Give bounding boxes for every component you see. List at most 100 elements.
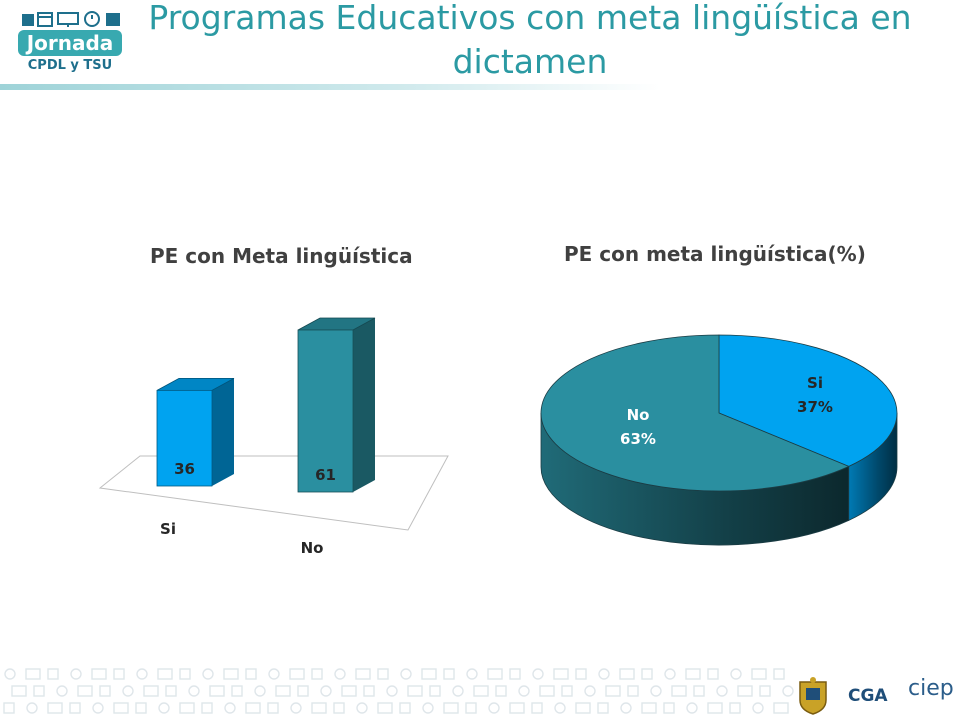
footer-pattern-icon: [99, 685, 111, 697]
footer-pattern-icon: [466, 668, 478, 680]
footer-pattern-icon: [495, 685, 507, 697]
footer-icon-pattern: [3, 668, 794, 714]
footer-pattern-icon: [465, 702, 477, 714]
footer-pattern-icon: [231, 685, 243, 697]
pie-value-label-no: 63%: [620, 430, 656, 448]
footer-pattern-icon: [487, 668, 503, 680]
logo-icons: [22, 11, 120, 27]
footer-pattern-icon: [641, 668, 653, 680]
footer-pattern-icon: [341, 685, 357, 697]
footer-pattern-icon: [532, 668, 544, 680]
footer-pattern-icon: [377, 668, 389, 680]
footer-pattern-icon: [201, 702, 213, 714]
bar-value-label-si: 36: [174, 460, 195, 478]
footer-pattern-icon: [363, 685, 375, 697]
footer-pattern-icon: [355, 668, 371, 680]
bar-chart-title: PE con Meta lingüística: [150, 244, 413, 268]
footer-pattern-icon: [554, 702, 566, 714]
footer-pattern-icon: [143, 685, 159, 697]
footer-pattern-icon: [70, 668, 82, 680]
footer-pattern-icon: [597, 702, 609, 714]
footer-pattern-icon: [575, 702, 591, 714]
footer-pattern-icon: [157, 668, 173, 680]
footer-pattern-icon: [26, 702, 38, 714]
bar-value-label-no: 61: [315, 466, 336, 484]
footer-pattern-icon: [223, 668, 239, 680]
footer-pattern-icon: [179, 702, 195, 714]
charts-canvas: 36 61 Si No Si 37% No 63%: [98, 317, 898, 557]
title-underline: [0, 84, 660, 90]
footer-pattern-icon: [429, 685, 441, 697]
footer-pattern-icon: [664, 668, 676, 680]
footer-pattern-icon: [69, 702, 81, 714]
footer-pattern-icon: [224, 702, 236, 714]
footer-pattern-icon: [619, 668, 635, 680]
footer-pattern-icon: [400, 668, 412, 680]
footer-pattern-icon: [509, 702, 525, 714]
footer-pattern-icon: [759, 685, 771, 697]
footer-pattern-icon: [751, 668, 767, 680]
footer-pattern-icon: [92, 702, 104, 714]
footer-pattern-icon: [686, 702, 698, 714]
footer-pattern-icon: [641, 702, 657, 714]
footer-pattern-icon: [539, 685, 555, 697]
footer-pattern-icon: [773, 702, 789, 714]
footer-pattern-icon: [311, 702, 327, 714]
ciep-logo: ciep: [908, 676, 954, 701]
footer-pattern-icon: [707, 702, 723, 714]
cga-logo: CGA: [848, 686, 888, 706]
footer-pattern-icon: [729, 702, 741, 714]
footer-pattern-icon: [386, 685, 398, 697]
footer-pattern-icon: [3, 702, 15, 714]
pie-slice-si: [718, 334, 898, 467]
footer-pattern-icon: [77, 685, 93, 697]
footer-pattern-icon: [782, 685, 794, 697]
footer-pattern-icon: [707, 668, 719, 680]
footer-pattern-icon: [452, 685, 464, 697]
footer-pattern-icon: [737, 685, 753, 697]
footer-pattern-icon: [25, 668, 41, 680]
footer-pattern-icon: [685, 668, 701, 680]
footer-pattern-icon: [509, 668, 521, 680]
footer-pattern-icon: [297, 685, 309, 697]
bar-side-si: [212, 378, 234, 486]
pie-category-label-no: No: [627, 406, 650, 424]
footer-pattern-icon: [202, 668, 214, 680]
footer-pattern-icon: [671, 685, 687, 697]
footer-pattern-icon: [275, 685, 291, 697]
footer-pattern-icon: [422, 702, 434, 714]
footer-pattern-icon: [575, 668, 587, 680]
footer-pattern-icon: [320, 685, 332, 697]
bar-category-label-si: Si: [160, 520, 176, 538]
footer-pattern-icon: [620, 702, 632, 714]
footer-pattern-icon: [267, 702, 279, 714]
footer-pattern-icon: [91, 668, 107, 680]
jornada-logo: Jornada CPDL y TSU: [18, 8, 126, 73]
bar-si: [156, 389, 213, 487]
pie-chart-title: PE con meta lingüística(%): [564, 242, 866, 266]
footer-pattern-icon: [584, 685, 596, 697]
footer-pattern-icon: [693, 685, 705, 697]
footer-pattern-icon: [311, 668, 323, 680]
pie-category-label-si: Si: [807, 374, 823, 392]
footer-pattern-icon: [553, 668, 569, 680]
footer-pattern-icon: [399, 702, 411, 714]
footer-pattern-icon: [122, 685, 134, 697]
footer-pattern-icon: [377, 702, 393, 714]
footer-pattern-icon: [136, 668, 148, 680]
footer-pattern-icon: [334, 668, 346, 680]
footer-pattern-icon: [56, 685, 68, 697]
footer-pattern-icon: [333, 702, 345, 714]
footer-pattern-icon: [443, 702, 459, 714]
footer-pattern-icon: [209, 685, 225, 697]
logo-subtitle: CPDL y TSU: [27, 58, 113, 73]
footer-pattern-icon: [598, 668, 610, 680]
footer-pattern-icon: [488, 702, 500, 714]
footer-pattern-icon: [33, 685, 45, 697]
bar-side-no: [353, 318, 375, 492]
footer-pattern-icon: [245, 702, 261, 714]
footer-pattern-icon: [561, 685, 573, 697]
footer-pattern-icon: [650, 685, 662, 697]
bar-chart-floor: [98, 455, 449, 531]
footer-pattern-icon: [113, 702, 129, 714]
